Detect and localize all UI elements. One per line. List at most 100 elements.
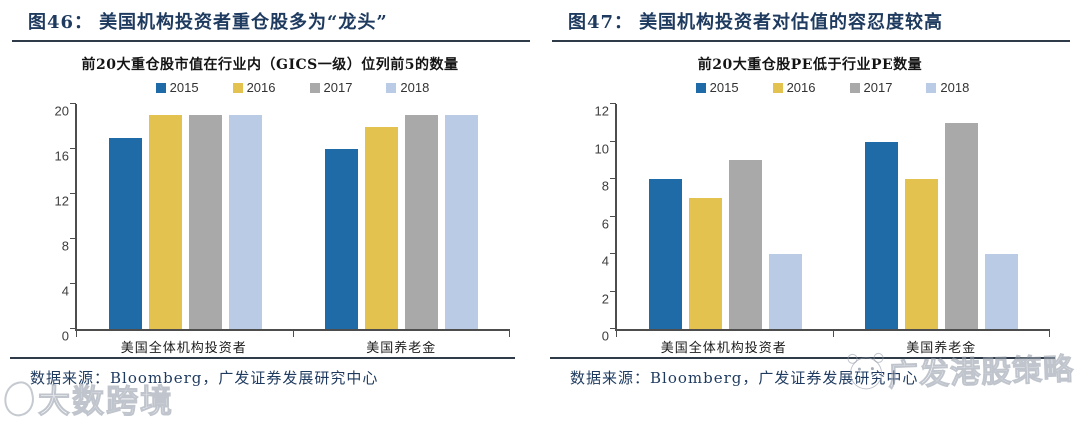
- y-tick-label: 8: [61, 238, 69, 254]
- y-tick-label: 4: [61, 283, 69, 299]
- y-tick-mark: [70, 193, 76, 194]
- bar-group: [294, 104, 511, 329]
- y-tick-mark: [610, 328, 616, 329]
- report-figures: 图46： 美国机构投资者重仓股多为“龙头” 前20大重仓股市值在行业内（GICS一…: [0, 0, 1080, 410]
- bar-2015: [648, 179, 682, 329]
- bar-2016: [148, 115, 182, 329]
- category-label: 美国全体机构投资者: [120, 341, 247, 356]
- figure-panel-47: 图47： 美国机构投资者对估值的容忍度较高 前20大重仓股PE低于行业PE数量 2…: [540, 0, 1080, 410]
- x-tick-mark: [292, 331, 294, 337]
- legend-swatch: [232, 82, 243, 93]
- legend-label: 2018: [400, 80, 430, 95]
- y-tick-mark: [610, 178, 616, 180]
- bar-2016: [365, 126, 399, 329]
- y-tick-label: 20: [54, 103, 69, 119]
- legend-swatch: [309, 82, 320, 93]
- y-tick-label: 12: [54, 193, 69, 209]
- y-tick-label: 0: [61, 328, 69, 344]
- x-tick-mark: [1049, 331, 1050, 337]
- source-note: 数据来源：Bloomberg，广发证券发展研究中心: [30, 369, 379, 387]
- plot-area: 0 2 4 6 8 10 12: [595, 103, 1050, 344]
- legend-label: 2018: [940, 80, 970, 95]
- y-tick-mark: [610, 215, 616, 217]
- bar-2018: [445, 115, 479, 329]
- y-tick-label: 10: [594, 141, 609, 156]
- legend-swatch: [849, 82, 860, 93]
- y-tick-label: 16: [54, 148, 69, 164]
- legend-label: 2017: [863, 80, 893, 95]
- legend-label: 2016: [786, 80, 816, 95]
- legend-item-2018: 2018: [926, 80, 969, 95]
- x-tick-mark: [509, 331, 510, 337]
- y-tick-mark: [70, 148, 76, 149]
- chart-legend: 2015 2016 2017 2018: [75, 80, 510, 95]
- bar-group: [834, 104, 1051, 329]
- y-tick-mark: [70, 103, 76, 104]
- plot-area: 0 4 8 12 16 20: [55, 103, 510, 344]
- legend-swatch: [695, 82, 706, 93]
- figure-number: 图46：: [28, 12, 94, 33]
- y-tick-mark: [70, 283, 76, 284]
- bar-groups: [77, 104, 510, 329]
- bar-2016: [905, 179, 939, 329]
- x-tick-mark: [616, 331, 617, 337]
- figure-title: 图47： 美国机构投资者对估值的容忍度较高: [552, 8, 1070, 42]
- x-axis-category-labels: 美国全体机构投资者 美国养老金: [75, 337, 510, 356]
- legend-swatch: [926, 82, 937, 93]
- y-tick-mark: [70, 328, 76, 329]
- bar-2018: [768, 254, 802, 329]
- source-note: 数据来源：Bloomberg，广发证券发展研究中心: [570, 369, 919, 387]
- category-label: 美国养老金: [906, 341, 977, 356]
- category-label: 美国全体机构投资者: [660, 341, 787, 356]
- category-label: 美国养老金: [366, 341, 437, 356]
- legend-label: 2016: [246, 80, 276, 95]
- legend-swatch: [155, 82, 166, 93]
- y-tick-label: 0: [601, 328, 609, 344]
- x-tick-mark: [832, 331, 834, 337]
- bar-2015: [108, 137, 142, 329]
- legend-item-2015: 2015: [695, 80, 739, 95]
- figure-title-text: 美国机构投资者重仓股多为“龙头”: [99, 12, 388, 33]
- y-tick-mark: [70, 238, 76, 239]
- bar-2017: [728, 160, 762, 329]
- chart-legend: 2015 2016 2017 2018: [615, 80, 1050, 95]
- y-tick-label: 6: [601, 216, 609, 231]
- bar-group: [77, 104, 294, 329]
- x-axis-category-labels: 美国全体机构投资者 美国养老金: [615, 337, 1050, 356]
- y-tick-mark: [610, 253, 616, 255]
- y-tick-label: 12: [594, 103, 609, 119]
- legend-item-2017: 2017: [309, 80, 353, 95]
- legend-item-2017: 2017: [849, 80, 893, 95]
- legend-item-2016: 2016: [772, 80, 816, 95]
- bar-chart-fig46: 2015 2016 2017 2018 0 4 8 12 16 20 美国全体机构投资者 美国养老…: [20, 80, 520, 356]
- legend-item-2018: 2018: [386, 80, 429, 95]
- bar-2015: [865, 141, 899, 329]
- bar-2018: [228, 115, 262, 329]
- bar-2017: [188, 115, 222, 329]
- y-tick-label: 2: [601, 291, 609, 307]
- legend-swatch: [772, 82, 783, 93]
- source-divider: 数据来源：Bloomberg，广发证券发展研究中心: [550, 357, 1055, 388]
- bar-2015: [325, 149, 359, 329]
- bar-group: [617, 104, 834, 329]
- bar-2017: [945, 122, 979, 329]
- y-tick-mark: [610, 140, 616, 142]
- source-divider: 数据来源：Bloomberg，广发证券发展研究中心: [10, 357, 515, 388]
- legend-label: 2015: [709, 80, 739, 95]
- figure-number: 图47：: [568, 12, 634, 33]
- bar-chart-fig47: 2015 2016 2017 2018 0 2 4 6 8 10 12 美国全体机构投资者 美国养老…: [560, 80, 1060, 356]
- figure-panel-46: 图46： 美国机构投资者重仓股多为“龙头” 前20大重仓股市值在行业内（GICS一…: [0, 0, 540, 410]
- bar-groups: [617, 104, 1050, 329]
- bar-2016: [688, 197, 722, 329]
- legend-label: 2017: [323, 80, 353, 95]
- y-tick-label: 8: [601, 178, 609, 194]
- legend-item-2016: 2016: [232, 80, 276, 95]
- y-tick-label: 4: [601, 253, 609, 269]
- y-tick-mark: [610, 290, 616, 292]
- legend-swatch: [386, 82, 397, 93]
- bar-2018: [985, 254, 1019, 329]
- chart-subtitle: 前20大重仓股市值在行业内（GICS一级）位列前5的数量: [81, 57, 459, 73]
- figure-title: 图46： 美国机构投资者重仓股多为“龙头”: [12, 8, 530, 42]
- legend-item-2015: 2015: [155, 80, 199, 95]
- legend-label: 2015: [169, 80, 199, 95]
